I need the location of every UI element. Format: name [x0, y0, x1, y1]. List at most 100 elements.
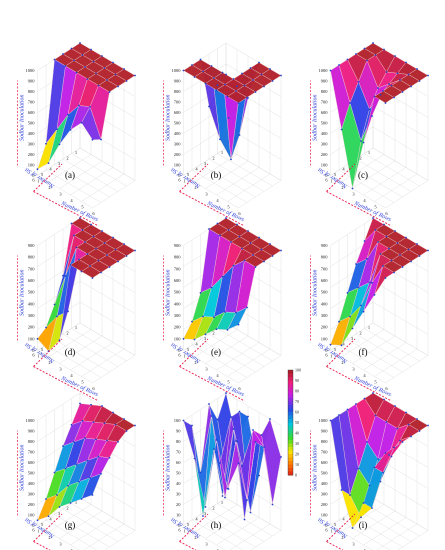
colorbar-segment: [288, 426, 293, 430]
grid-line: [225, 497, 282, 531]
surface-panel: 0102030405060708090100123456123456Sodbar…: [163, 367, 301, 550]
data-point: [351, 527, 354, 529]
y-tick-label: 3: [204, 336, 207, 341]
data-point: [91, 494, 94, 496]
z-tick-label: 300: [28, 492, 36, 497]
x-tick-label: 2: [48, 360, 50, 365]
x-tick-label: 4: [70, 373, 73, 378]
colorbar-segment: [288, 384, 293, 388]
surface-facet: [183, 420, 204, 517]
data-point: [191, 424, 193, 427]
data-point: [258, 61, 260, 64]
data-point: [355, 53, 357, 55]
y-tick-label: 4: [195, 167, 198, 172]
data-point: [396, 72, 399, 75]
data-point: [67, 484, 69, 487]
data-point: [225, 73, 227, 76]
data-point: [106, 79, 108, 81]
panel-label: (a): [65, 170, 75, 180]
grid-line: [238, 180, 282, 209]
z-tick-label: 900: [174, 79, 182, 84]
data-point: [366, 441, 368, 443]
data-point: [377, 241, 379, 243]
rows-arrow: [326, 191, 392, 227]
panel-label: (d): [65, 347, 76, 357]
z-tick-label: 0: [178, 173, 181, 178]
y-tick-label: 6: [178, 353, 181, 358]
data-point: [62, 445, 64, 447]
grid-line: [341, 329, 385, 358]
grid-line: [194, 154, 238, 183]
z-tick-label: 800: [28, 89, 36, 94]
data-point: [338, 64, 340, 66]
data-point: [216, 84, 219, 87]
y-tick-label: 5: [41, 522, 44, 527]
data-point: [235, 440, 237, 442]
x-tick-label: 3: [352, 192, 355, 197]
data-point: [360, 516, 362, 519]
colorbar-tick-label: 10: [295, 462, 299, 467]
y-tick-label: 1: [75, 325, 77, 330]
z-tick-label: 900: [28, 79, 36, 84]
grid-line: [191, 169, 248, 203]
data-point: [69, 264, 72, 266]
data-point: [236, 85, 238, 88]
data-point: [394, 55, 396, 57]
data-point: [235, 90, 237, 92]
data-point: [73, 441, 75, 443]
data-point: [384, 452, 387, 454]
panel-label: (i): [359, 520, 368, 530]
grid-line: [200, 339, 256, 373]
grid-line: [355, 333, 412, 367]
data-point: [401, 266, 404, 268]
x-tick-label: 3: [59, 367, 62, 372]
x-tick-label: 3: [205, 367, 208, 372]
z-tick-label: 800: [321, 439, 329, 444]
colorbar-segment: [288, 471, 293, 476]
y-tick-label: 5: [187, 347, 190, 352]
y-tick-label: 2: [212, 156, 214, 161]
data-point: [92, 60, 95, 63]
grid-line: [59, 335, 103, 364]
grid-line: [397, 530, 429, 550]
x-tick-label: 2: [341, 185, 343, 190]
data-point: [95, 247, 97, 250]
data-point: [103, 422, 106, 425]
data-point: [69, 502, 72, 504]
data-point: [47, 162, 50, 165]
colorbar-segment: [288, 412, 293, 416]
x-tick-label: 2: [194, 360, 196, 365]
x-tick-label: 1: [37, 354, 39, 359]
y-tick-label: 2: [66, 506, 68, 511]
data-point: [69, 129, 72, 131]
data-point: [213, 316, 215, 319]
colorbar-segment: [288, 447, 293, 451]
data-point: [418, 430, 421, 432]
grid-line: [330, 350, 386, 384]
x-tick-label: 4: [216, 198, 219, 203]
data-point: [374, 54, 377, 56]
z-tick-label: 0: [325, 523, 328, 528]
y-tick-label: 3: [58, 511, 61, 516]
z-tick-label: 500: [321, 121, 329, 126]
data-point: [357, 467, 360, 470]
y-tick-label: 6: [325, 528, 328, 533]
y-tick-label: 4: [49, 517, 52, 522]
z-tick-label: 900: [321, 429, 329, 434]
surface-panel: 0100200300400500600700800900100012345612…: [17, 42, 136, 227]
data-point: [407, 423, 410, 426]
data-point: [58, 506, 61, 508]
grid-line: [364, 153, 420, 187]
z-tick-label: 30: [176, 492, 181, 497]
data-point: [56, 128, 58, 131]
grid-line: [183, 497, 227, 526]
z-tick-label: 0: [32, 348, 35, 353]
data-point: [401, 441, 404, 443]
data-point: [204, 506, 207, 508]
z-tick-label: 400: [28, 301, 36, 306]
data-point: [53, 58, 56, 61]
sit-arrow: [326, 513, 356, 542]
data-point: [106, 254, 108, 256]
z-tick-label: 800: [28, 255, 36, 260]
grid-line: [48, 504, 92, 533]
